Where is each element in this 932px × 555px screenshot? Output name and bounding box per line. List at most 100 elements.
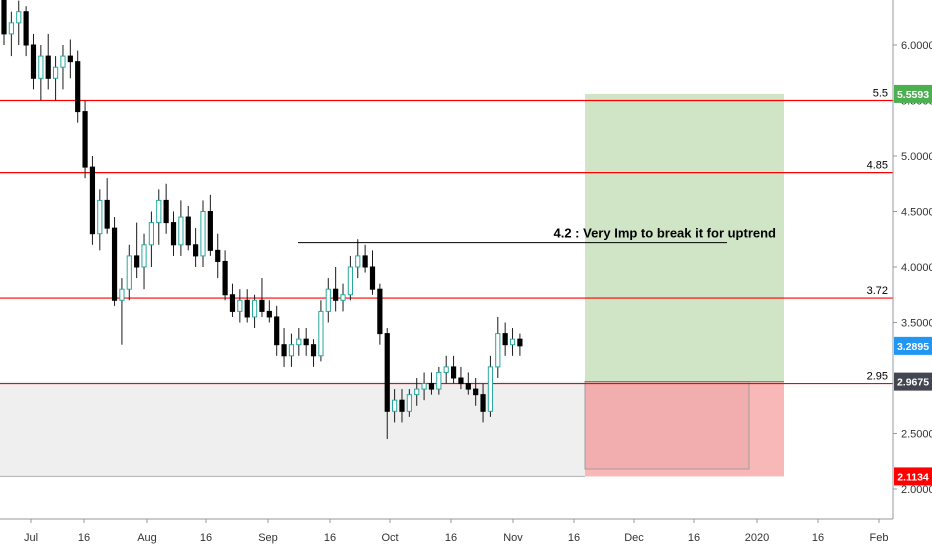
candle-body bbox=[509, 338, 516, 346]
price-tick-label: 2.5000 bbox=[901, 429, 932, 441]
stop-zone-inner bbox=[584, 381, 750, 470]
time-tick-label: 16 bbox=[568, 532, 580, 544]
price-tag: 2.1134 bbox=[894, 467, 932, 486]
candle-up bbox=[119, 278, 125, 345]
candle-body bbox=[465, 383, 471, 390]
candle-up bbox=[200, 200, 206, 267]
candle-body bbox=[443, 366, 449, 373]
candle-up bbox=[38, 45, 44, 101]
price-tag-bg bbox=[894, 336, 932, 355]
time-tick-label: Aug bbox=[137, 532, 157, 544]
candle-body bbox=[480, 394, 486, 412]
candle-up bbox=[325, 278, 331, 323]
candle-body bbox=[251, 299, 258, 318]
candle-up bbox=[296, 328, 302, 356]
time-tick-label: 16 bbox=[688, 532, 700, 544]
candle-body bbox=[222, 260, 228, 296]
price-tick-label: 3.5000 bbox=[901, 318, 932, 330]
candle-down bbox=[428, 372, 435, 395]
candle-body bbox=[185, 216, 191, 246]
price-tag-label: 5.5593 bbox=[897, 89, 929, 101]
candle-up bbox=[156, 189, 162, 245]
candle-body bbox=[266, 310, 272, 318]
price-tag: 5.5593 bbox=[894, 84, 932, 103]
time-tick-label: Oct bbox=[381, 532, 398, 544]
candle-down bbox=[104, 178, 110, 234]
candle-series bbox=[1, 0, 523, 440]
price-tick-label: 4.0000 bbox=[901, 262, 932, 274]
price-tag: 3.2895 bbox=[894, 336, 932, 355]
candle-down bbox=[473, 378, 479, 406]
candle-down bbox=[502, 322, 508, 356]
candle-down bbox=[274, 305, 280, 356]
candle-up bbox=[355, 239, 361, 279]
candle-down bbox=[281, 328, 287, 367]
candle-body bbox=[399, 399, 405, 412]
candle-body bbox=[325, 288, 331, 312]
candle-down bbox=[465, 372, 471, 395]
candle-body bbox=[89, 166, 96, 235]
candle-body bbox=[274, 316, 280, 346]
candle-down bbox=[333, 267, 339, 312]
candle-down bbox=[266, 300, 272, 323]
candle-body bbox=[178, 216, 184, 246]
level-label: 5.5 bbox=[873, 88, 888, 100]
candle-body bbox=[200, 211, 206, 257]
annotation-text: 4.2 : Very Imp to break it for uptrend bbox=[554, 226, 777, 241]
candle-body bbox=[428, 383, 435, 390]
price-tag: 2.9675 bbox=[894, 372, 932, 391]
candle-up bbox=[8, 11, 14, 57]
candle-body bbox=[281, 344, 287, 357]
candle-up bbox=[414, 378, 420, 406]
candle-body bbox=[406, 394, 412, 412]
candle-down bbox=[384, 328, 390, 440]
candle-up bbox=[436, 366, 442, 395]
candle-down bbox=[377, 283, 383, 345]
candle-body bbox=[259, 299, 265, 312]
gray-range-zone bbox=[0, 381, 585, 477]
candle-body bbox=[30, 44, 37, 79]
candle-body bbox=[23, 11, 29, 46]
candle-down bbox=[82, 100, 88, 179]
candle-up bbox=[318, 300, 324, 362]
level-label: 2.95 bbox=[867, 371, 888, 383]
candle-up bbox=[251, 294, 258, 329]
candle-body bbox=[414, 388, 420, 396]
candle-body bbox=[237, 299, 243, 312]
candle-body bbox=[436, 371, 442, 390]
candle-body bbox=[355, 255, 361, 268]
price-tag-label: 2.9675 bbox=[897, 377, 929, 389]
time-tick-label: 16 bbox=[78, 532, 90, 544]
candle-body bbox=[369, 266, 376, 290]
candle-body bbox=[362, 255, 368, 268]
candle-down bbox=[163, 183, 169, 234]
target-zone bbox=[585, 93, 784, 382]
candle-down bbox=[89, 156, 96, 245]
candle-down bbox=[1, 0, 7, 45]
candle-body bbox=[244, 299, 250, 318]
candle-down bbox=[30, 33, 37, 90]
price-tag-bg bbox=[894, 467, 932, 486]
time-tick-label: Jul bbox=[24, 532, 38, 544]
price-axis[interactable]: 6.00005.50005.00004.50004.00003.50002.50… bbox=[893, 40, 932, 496]
time-tick-label: Feb bbox=[870, 532, 889, 544]
candle-body bbox=[45, 55, 51, 79]
candle-down bbox=[458, 366, 464, 390]
candle-down bbox=[207, 194, 213, 256]
candle-up bbox=[392, 389, 398, 423]
price-tag-bg bbox=[894, 372, 932, 391]
candle-body bbox=[318, 310, 324, 357]
candle-up bbox=[406, 389, 412, 417]
candle-up bbox=[487, 355, 494, 417]
time-tick-label: Nov bbox=[503, 532, 523, 544]
candle-down bbox=[303, 328, 309, 356]
candle-down bbox=[369, 250, 376, 295]
candle-body bbox=[377, 288, 383, 335]
candle-body bbox=[207, 211, 213, 251]
candle-up bbox=[509, 328, 516, 356]
time-tick-label: 2020 bbox=[745, 532, 769, 544]
candle-body bbox=[502, 333, 508, 346]
time-axis[interactable]: Jul 16 Aug 16 Sep 16 Oct 16 Nov 16 Dec 16 2020 16 Feb bbox=[24, 519, 889, 544]
candle-body bbox=[450, 366, 457, 379]
